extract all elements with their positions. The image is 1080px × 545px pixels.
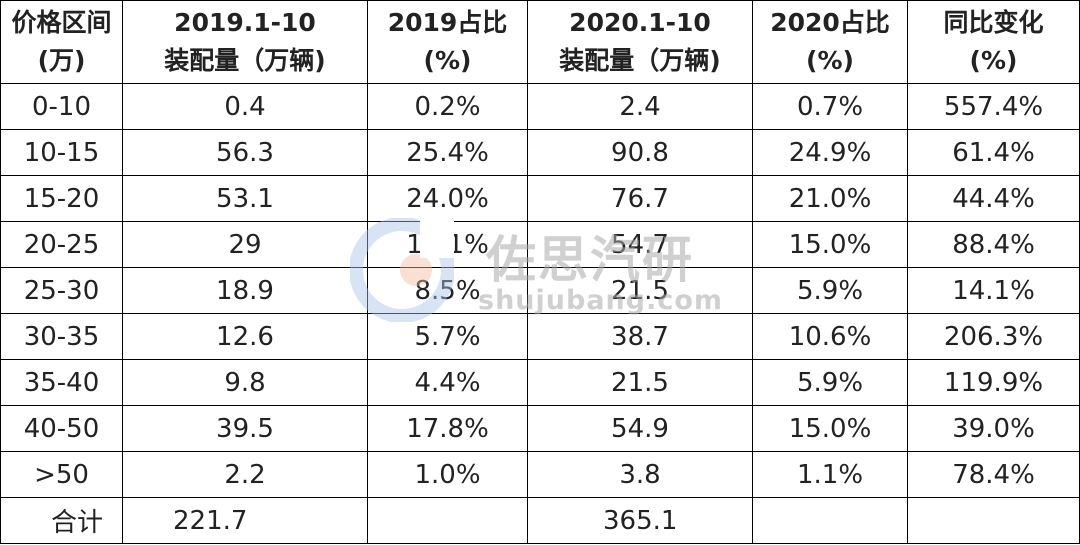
cell-yoy-change: 44.4% [907, 175, 1080, 222]
header-2020-volume: 2020.1-10 装配量（万辆) [527, 0, 753, 84]
total-yoy-change-empty [907, 497, 1080, 544]
cell-2019-volume: 0.4 [122, 83, 368, 130]
header-2019-volume: 2019.1-10 装配量（万辆) [122, 0, 368, 84]
cell-2019-volume: 56.3 [122, 129, 368, 176]
cell-2020-share: 24.9% [752, 129, 908, 176]
cell-yoy-change: 39.0% [907, 405, 1080, 452]
cell-price-range: >50 [0, 451, 123, 498]
cell-2019-volume: 9.8 [122, 359, 368, 406]
cell-2020-volume: 54.7 [527, 221, 753, 268]
cell-price-range: 35-40 [0, 359, 123, 406]
header-2019-volume-line2: 装配量（万辆) [164, 46, 326, 75]
cell-2020-share: 15.0% [752, 405, 908, 452]
table-body: 0-10 0.4 0.2% 2.4 0.7% 557.4% 10-15 56.3… [0, 83, 1080, 544]
cell-2019-share: 5.7% [367, 313, 528, 360]
cell-yoy-change: 206.3% [907, 313, 1080, 360]
total-2020-share-empty [752, 497, 908, 544]
table-row: 15-20 53.1 24.0% 76.7 21.0% 44.4% [0, 175, 1080, 222]
cell-price-range: 40-50 [0, 405, 123, 452]
header-2019-volume-line1: 2019.1-10 [174, 8, 316, 37]
header-2020-share-line2: (%) [806, 46, 854, 75]
header-2020-volume-line2: 装配量（万辆) [559, 46, 721, 75]
total-label: 合计 [0, 497, 123, 544]
cell-2020-share: 1.1% [752, 451, 908, 498]
cell-2020-share: 10.6% [752, 313, 908, 360]
cell-2020-volume: 3.8 [527, 451, 753, 498]
cell-2019-share: 13.1% [367, 221, 528, 268]
cell-price-range: 25-30 [0, 267, 123, 314]
cell-2019-share: 4.4% [367, 359, 528, 406]
cell-yoy-change: 88.4% [907, 221, 1080, 268]
cell-2020-volume: 2.4 [527, 83, 753, 130]
cell-2019-share: 0.2% [367, 83, 528, 130]
cell-2020-volume: 21.5 [527, 267, 753, 314]
cell-2019-share: 17.8% [367, 405, 528, 452]
cell-yoy-change: 61.4% [907, 129, 1080, 176]
header-yoy-change-line1: 同比变化 [943, 8, 1044, 37]
cell-2019-volume: 12.6 [122, 313, 368, 360]
table-row: >50 2.2 1.0% 3.8 1.1% 78.4% [0, 451, 1080, 498]
table-row: 40-50 39.5 17.8% 54.9 15.0% 39.0% [0, 405, 1080, 452]
cell-2020-volume: 54.9 [527, 405, 753, 452]
header-2020-volume-line1: 2020.1-10 [569, 8, 711, 37]
header-2019-share: 2019占比 (%) [367, 0, 528, 84]
cell-2020-share: 5.9% [752, 267, 908, 314]
cell-price-range: 10-15 [0, 129, 123, 176]
table-row: 0-10 0.4 0.2% 2.4 0.7% 557.4% [0, 83, 1080, 130]
header-2019-share-line2: (%) [423, 46, 472, 75]
header-yoy-change: 同比变化 (%) [907, 0, 1080, 84]
header-price-range-line2: (万) [37, 46, 86, 75]
total-2019-share-empty [367, 497, 528, 544]
cell-2020-volume: 90.8 [527, 129, 753, 176]
cell-price-range: 20-25 [0, 221, 123, 268]
cell-2019-volume: 2.2 [122, 451, 368, 498]
cell-2020-share: 15.0% [752, 221, 908, 268]
total-row: 合计 221.7 365.1 [0, 497, 1080, 544]
cell-2019-share: 1.0% [367, 451, 528, 498]
cell-2019-volume: 39.5 [122, 405, 368, 452]
header-price-range: 价格区间 (万) [0, 0, 123, 84]
header-2020-share: 2020占比 (%) [752, 0, 908, 84]
table-row: 25-30 18.9 8.5% 21.5 5.9% 14.1% [0, 267, 1080, 314]
cell-2019-share: 8.5% [367, 267, 528, 314]
cell-2020-volume: 76.7 [527, 175, 753, 222]
header-row: 价格区间 (万) 2019.1-10 装配量（万辆) 2019占比 (%) 20… [0, 0, 1080, 84]
cell-2019-share: 24.0% [367, 175, 528, 222]
table-row: 35-40 9.8 4.4% 21.5 5.9% 119.9% [0, 359, 1080, 406]
cell-2020-share: 5.9% [752, 359, 908, 406]
total-2019-volume: 221.7 [122, 497, 368, 544]
table-row: 20-25 29 13.1% 54.7 15.0% 88.4% [0, 221, 1080, 268]
cell-price-range: 30-35 [0, 313, 123, 360]
cell-yoy-change: 557.4% [907, 83, 1080, 130]
header-yoy-change-line2: (%) [969, 46, 1018, 75]
cell-2019-volume: 18.9 [122, 267, 368, 314]
cell-price-range: 0-10 [0, 83, 123, 130]
table-row: 30-35 12.6 5.7% 38.7 10.6% 206.3% [0, 313, 1080, 360]
cell-yoy-change: 119.9% [907, 359, 1080, 406]
header-2019-share-line1: 2019占比 [387, 8, 508, 37]
cell-2019-volume: 29 [122, 221, 368, 268]
cell-2020-share: 21.0% [752, 175, 908, 222]
cell-price-range: 15-20 [0, 175, 123, 222]
cell-2019-share: 25.4% [367, 129, 528, 176]
cell-2019-volume: 53.1 [122, 175, 368, 222]
cell-2020-share: 0.7% [752, 83, 908, 130]
header-price-range-line1: 价格区间 [11, 8, 112, 37]
cell-yoy-change: 78.4% [907, 451, 1080, 498]
table-row: 10-15 56.3 25.4% 90.8 24.9% 61.4% [0, 129, 1080, 176]
cell-yoy-change: 14.1% [907, 267, 1080, 314]
cell-2020-volume: 21.5 [527, 359, 753, 406]
total-2020-volume: 365.1 [527, 497, 753, 544]
header-2020-share-line1: 2020占比 [770, 8, 890, 37]
cell-2020-volume: 38.7 [527, 313, 753, 360]
